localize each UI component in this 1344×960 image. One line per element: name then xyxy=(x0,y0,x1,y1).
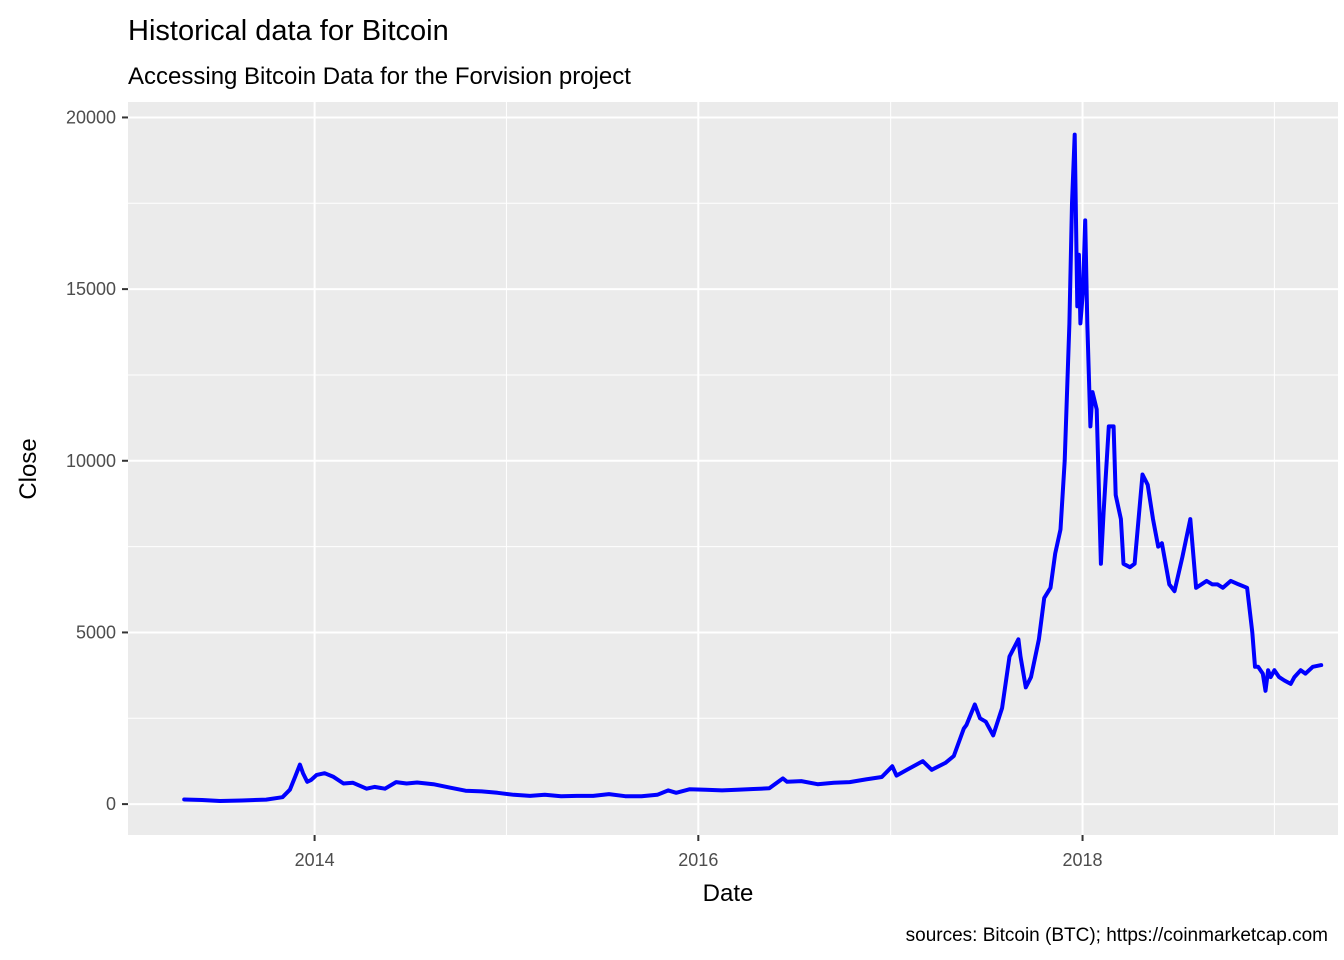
y-tick-label-2: 10000 xyxy=(66,451,116,471)
y-tick-label-1: 5000 xyxy=(76,622,116,642)
x-tick-label-2: 2018 xyxy=(1063,850,1103,870)
chart-caption: sources: Bitcoin (BTC); https://coinmark… xyxy=(906,925,1328,946)
plot-panel xyxy=(128,102,1338,835)
x-tick-label-0: 2014 xyxy=(295,850,335,870)
chart-title: Historical data for Bitcoin xyxy=(128,15,449,47)
y-axis-title: Close xyxy=(15,438,42,499)
y-tick-label-3: 15000 xyxy=(66,279,116,299)
y-tick-label-4: 20000 xyxy=(66,107,116,127)
x-axis: 2014 2016 2018 xyxy=(295,835,1103,870)
close-price-line xyxy=(182,132,1324,803)
x-tick-label-1: 2016 xyxy=(678,850,718,870)
x-axis-title: Date xyxy=(703,880,754,907)
major-gridlines xyxy=(128,102,1338,835)
y-axis: 0 5000 10000 15000 20000 xyxy=(66,107,128,814)
chart-subtitle: Accessing Bitcoin Data for the Forvision… xyxy=(128,63,631,90)
y-tick-label-0: 0 xyxy=(106,794,116,814)
minor-gridlines xyxy=(128,102,1338,835)
